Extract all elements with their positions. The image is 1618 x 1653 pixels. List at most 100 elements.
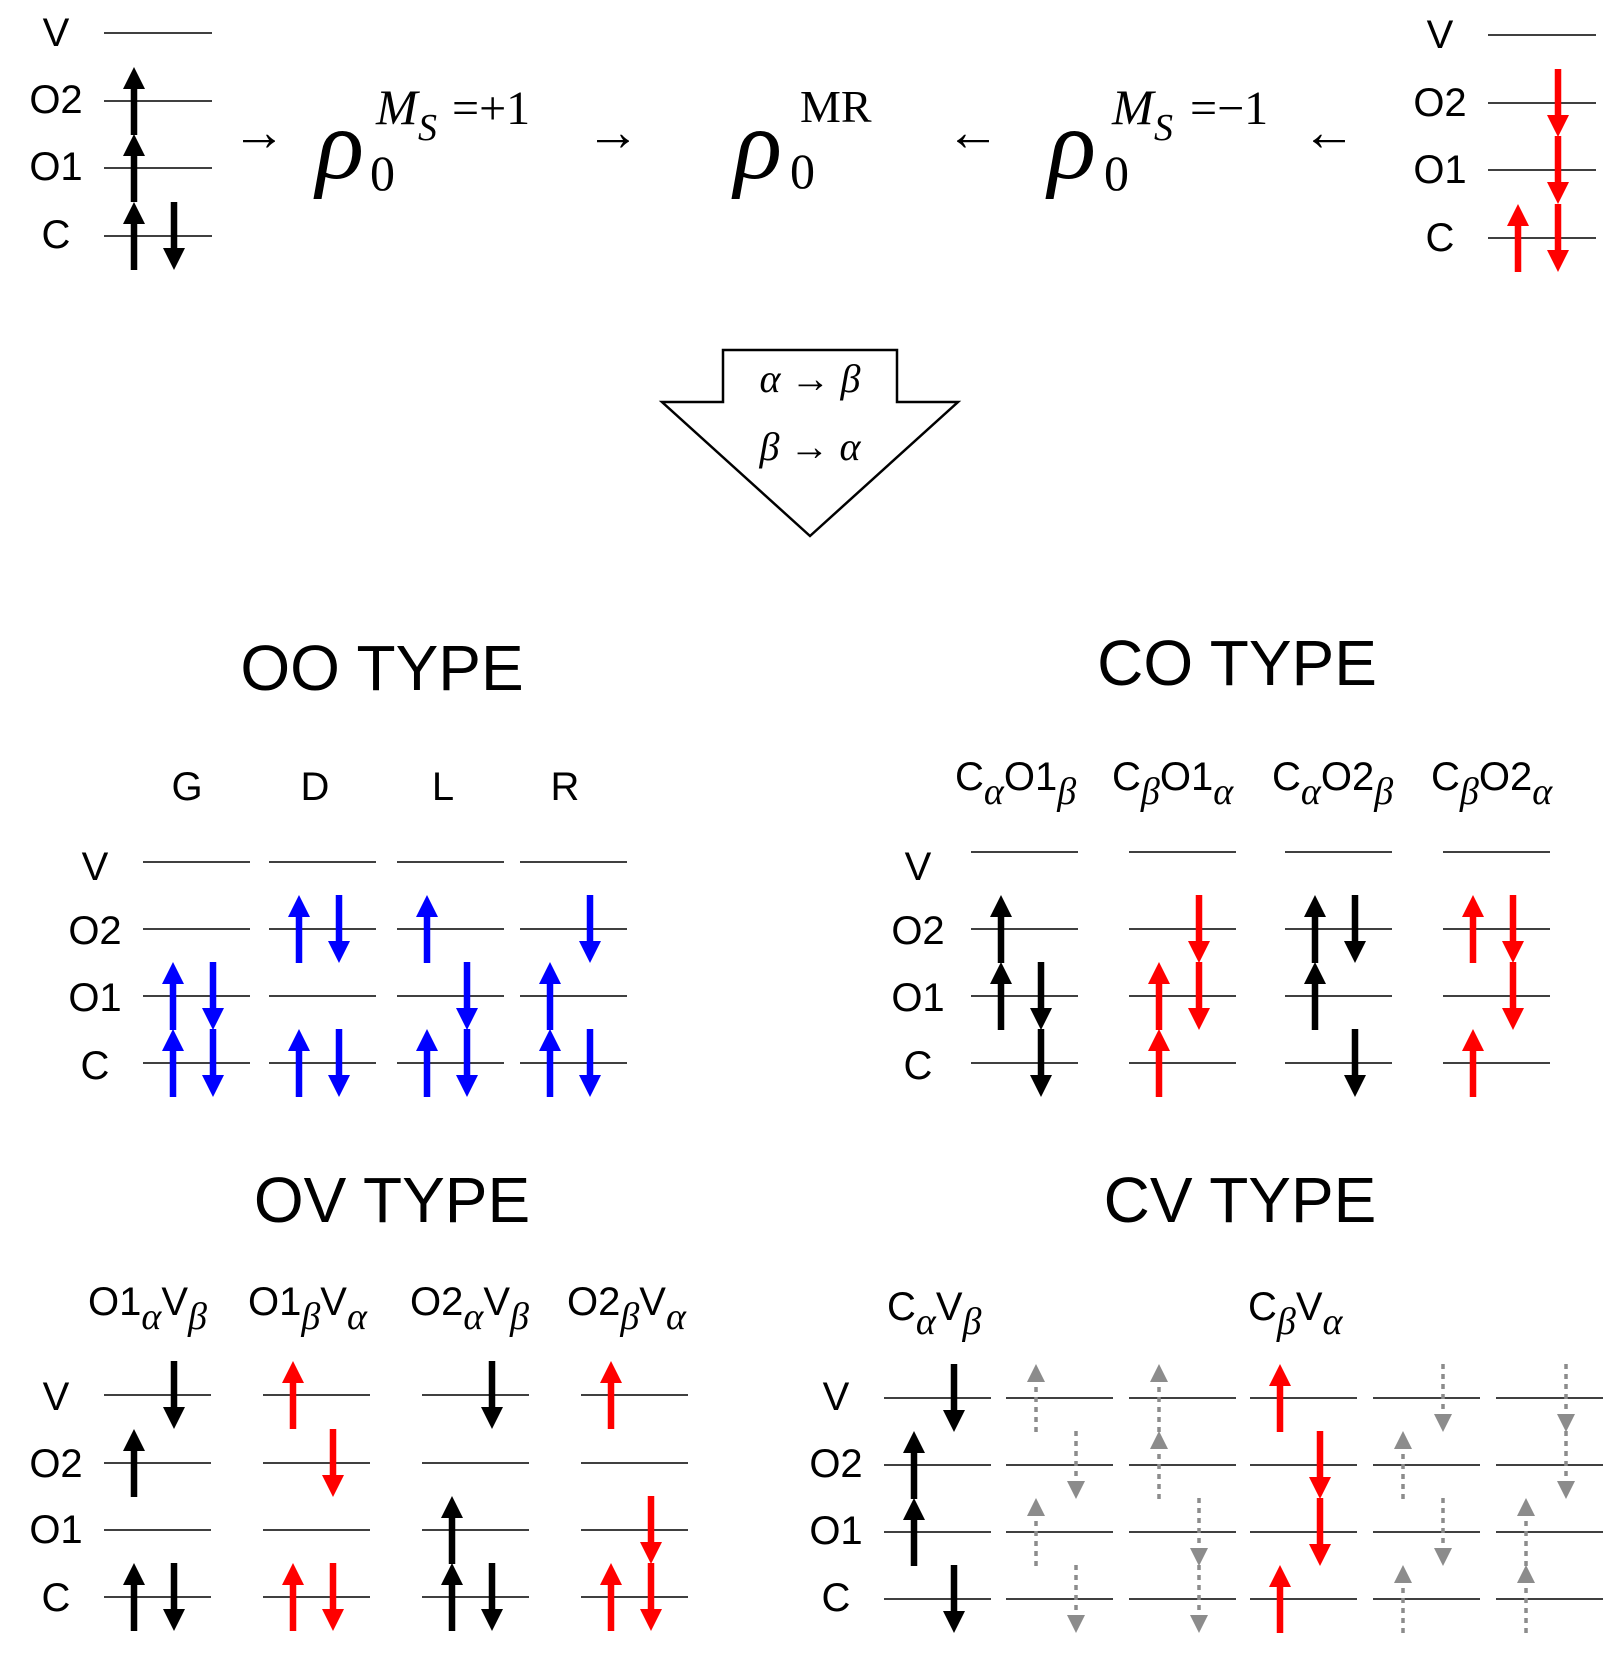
c-spin-down-arrow bbox=[1030, 1029, 1052, 1097]
arrow-head bbox=[1557, 1481, 1575, 1499]
o2-spin-up-arrow bbox=[903, 1431, 925, 1499]
o1-spin-down-arrow bbox=[1030, 962, 1052, 1030]
c-spin-down-arrow bbox=[322, 1563, 344, 1631]
arrow-head bbox=[123, 1563, 145, 1585]
arrow-head bbox=[1148, 962, 1170, 984]
arrow-head bbox=[1269, 1364, 1291, 1386]
flip-alpha-to-beta: α → β bbox=[760, 356, 861, 401]
o1-spin-up-arrow bbox=[162, 962, 184, 1030]
arrow-head bbox=[990, 962, 1012, 984]
rho-symbol: ρ bbox=[731, 89, 782, 200]
arrow-head bbox=[288, 1029, 310, 1051]
arrow-head bbox=[282, 1563, 304, 1585]
mr-superscript: MR bbox=[800, 81, 872, 132]
o2-spin-up-arrow bbox=[1150, 1431, 1168, 1499]
c-spin-up-arrow bbox=[123, 202, 145, 270]
arrow-head bbox=[162, 1029, 184, 1051]
top-left-energy-diagram bbox=[104, 32, 212, 270]
o1-spin-up-arrow bbox=[123, 134, 145, 202]
o1-spin-down-arrow bbox=[640, 1496, 662, 1564]
level-label-c: C bbox=[42, 213, 71, 257]
o1-spin-up-arrow bbox=[990, 962, 1012, 1030]
o2-spin-down-arrow bbox=[1067, 1431, 1085, 1499]
arrow-head bbox=[539, 1029, 561, 1051]
arrow-head bbox=[282, 1361, 304, 1383]
arrow-head bbox=[1462, 1029, 1484, 1051]
o1-spin-up-arrow bbox=[903, 1498, 925, 1566]
arrow-head bbox=[1309, 1544, 1331, 1566]
v-spin-up-arrow bbox=[600, 1361, 622, 1429]
v-spin-down-arrow bbox=[943, 1364, 965, 1432]
flip-beta-to-alpha: β → α bbox=[759, 424, 862, 469]
c-spin-up-arrow bbox=[288, 1029, 310, 1097]
column-header-o2a-vb: O2αVβ bbox=[410, 1280, 529, 1338]
rho-subscript: 0 bbox=[370, 145, 395, 201]
arrow-head bbox=[1067, 1615, 1085, 1633]
arrow-head bbox=[1502, 1008, 1524, 1030]
arrow-head bbox=[416, 895, 438, 917]
ov-o1b-va-column bbox=[263, 1361, 370, 1631]
arrow-head bbox=[163, 248, 185, 270]
oo-l-column bbox=[397, 861, 504, 1097]
level-label-o2: O2 bbox=[29, 1442, 82, 1486]
arrow-head bbox=[1190, 1615, 1208, 1633]
c-spin-up-arrow bbox=[600, 1563, 622, 1631]
ms-value: =−1 bbox=[1190, 82, 1268, 135]
arrow-head bbox=[202, 1008, 224, 1030]
arrow-head bbox=[322, 1609, 344, 1631]
arrow-head bbox=[903, 1431, 925, 1453]
ov-column-headers: O1αVβ O1βVα O2αVβ O2βVα bbox=[88, 1280, 687, 1338]
column-header-l: L bbox=[432, 765, 454, 809]
cv-level-labels: V O2 O1 C bbox=[809, 1375, 862, 1620]
level-label-v: V bbox=[82, 845, 109, 889]
c-spin-down-arrow bbox=[456, 1029, 478, 1097]
column-header-ca-vb: CαVβ bbox=[887, 1285, 982, 1343]
o2-spin-up-arrow bbox=[416, 895, 438, 963]
c-spin-down-arrow bbox=[202, 1029, 224, 1097]
ms-minus-configuration bbox=[1488, 34, 1596, 272]
level-label-o1: O1 bbox=[1413, 148, 1466, 192]
v-spin-down-arrow bbox=[1557, 1364, 1575, 1432]
column-header-cb-o2a: CβO2α bbox=[1431, 755, 1553, 813]
arrow-head bbox=[1309, 1477, 1331, 1499]
ov-o2a-vb-column bbox=[422, 1361, 529, 1631]
arrow-head bbox=[1434, 1414, 1452, 1432]
arrow-head bbox=[600, 1563, 622, 1585]
oo-g-column bbox=[143, 861, 250, 1097]
top-right-level-labels: V O2 O1 C bbox=[1413, 13, 1466, 260]
arrow-head bbox=[1394, 1431, 1412, 1449]
column-header-r: R bbox=[551, 765, 580, 809]
o1-spin-up-arrow bbox=[441, 1496, 463, 1564]
oo-r-column bbox=[520, 861, 627, 1097]
c-spin-down-arrow bbox=[328, 1029, 350, 1097]
c-spin-up-arrow bbox=[441, 1563, 463, 1631]
arrow-head bbox=[1462, 895, 1484, 917]
o1-spin-down-arrow bbox=[1502, 962, 1524, 1030]
o1-spin-down-arrow bbox=[1188, 962, 1210, 1030]
arrow-head bbox=[123, 202, 145, 224]
arrow-head bbox=[1027, 1364, 1045, 1382]
c-spin-down-arrow bbox=[481, 1563, 503, 1631]
arrow-head bbox=[1150, 1364, 1168, 1382]
oo-type-title: OO TYPE bbox=[240, 632, 523, 704]
o1-spin-down-arrow bbox=[1190, 1498, 1208, 1566]
arrow-head bbox=[1547, 250, 1569, 272]
cv-gray-column-2 bbox=[1129, 1364, 1236, 1633]
cv-ca-vb-column bbox=[884, 1364, 991, 1633]
ms-s: S bbox=[418, 107, 437, 149]
o2-spin-down-arrow bbox=[1188, 895, 1210, 963]
c-spin-down-arrow bbox=[640, 1563, 662, 1631]
c-spin-up-arrow bbox=[123, 1563, 145, 1631]
oo-energy-diagrams bbox=[143, 861, 627, 1097]
co-ca-o1b-column bbox=[971, 851, 1078, 1097]
column-header-o2b-va: O2βVα bbox=[567, 1280, 687, 1338]
c-spin-down-arrow bbox=[579, 1029, 601, 1097]
c-spin-up-arrow bbox=[1269, 1565, 1291, 1633]
ov-level-labels: V O2 O1 C bbox=[29, 1375, 82, 1620]
v-spin-up-arrow bbox=[1027, 1364, 1045, 1432]
arrow-head bbox=[1188, 1008, 1210, 1030]
arrow-right-1: → bbox=[232, 102, 286, 162]
arrow-head bbox=[202, 1075, 224, 1097]
column-header-cb-va: CβVα bbox=[1248, 1285, 1344, 1343]
o1-spin-up-arrow bbox=[1304, 962, 1326, 1030]
